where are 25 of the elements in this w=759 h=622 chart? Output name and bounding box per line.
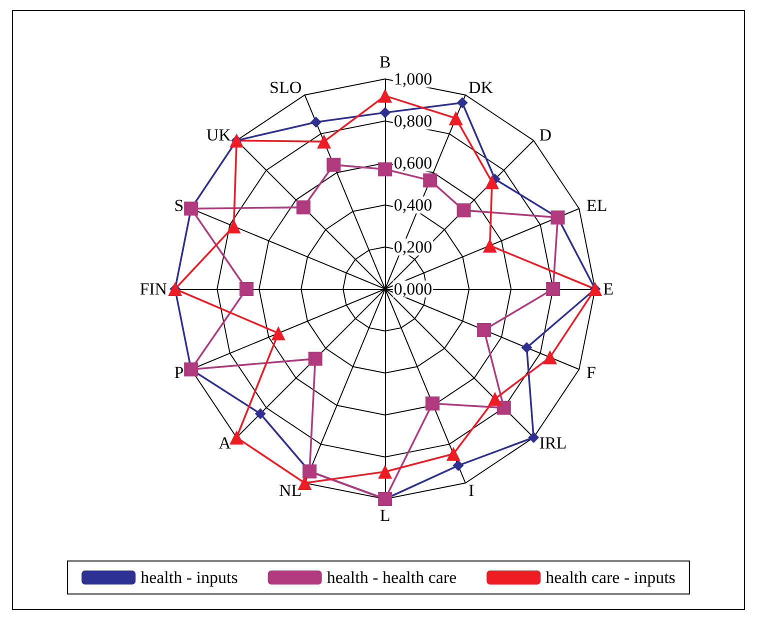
y-tick-label: 0,400 bbox=[394, 196, 432, 214]
spoke-label: SLO bbox=[270, 78, 302, 98]
spoke-label: B bbox=[379, 52, 391, 72]
spoke-label: FIN bbox=[140, 280, 168, 298]
spoke-label: EL bbox=[586, 196, 608, 216]
spoke-label: DK bbox=[468, 78, 494, 98]
spoke-label: E bbox=[603, 280, 614, 298]
spoke-label: D bbox=[539, 125, 552, 144]
y-tick-label: 0,800 bbox=[394, 112, 432, 130]
legend-label: health care - inputs bbox=[546, 568, 676, 587]
y-tick-label: 0,000 bbox=[394, 280, 432, 298]
spoke-label: P bbox=[174, 362, 184, 382]
y-tick-label: 0,200 bbox=[394, 238, 432, 256]
y-tick-label: 1,000 bbox=[394, 70, 432, 88]
spoke-label: S bbox=[174, 196, 184, 216]
spoke-label: NL bbox=[279, 480, 302, 500]
legend-label: health - inputs bbox=[140, 568, 238, 587]
spoke-label: I bbox=[468, 480, 475, 500]
spoke-label: L bbox=[380, 506, 390, 525]
spoke-label: UK bbox=[206, 125, 232, 144]
y-tick-label: 0,600 bbox=[394, 154, 432, 172]
spoke-label: F bbox=[586, 362, 596, 382]
legend-label: health - health care bbox=[326, 568, 457, 587]
spoke-label: IRL bbox=[539, 434, 567, 453]
spoke-label: A bbox=[218, 434, 232, 453]
